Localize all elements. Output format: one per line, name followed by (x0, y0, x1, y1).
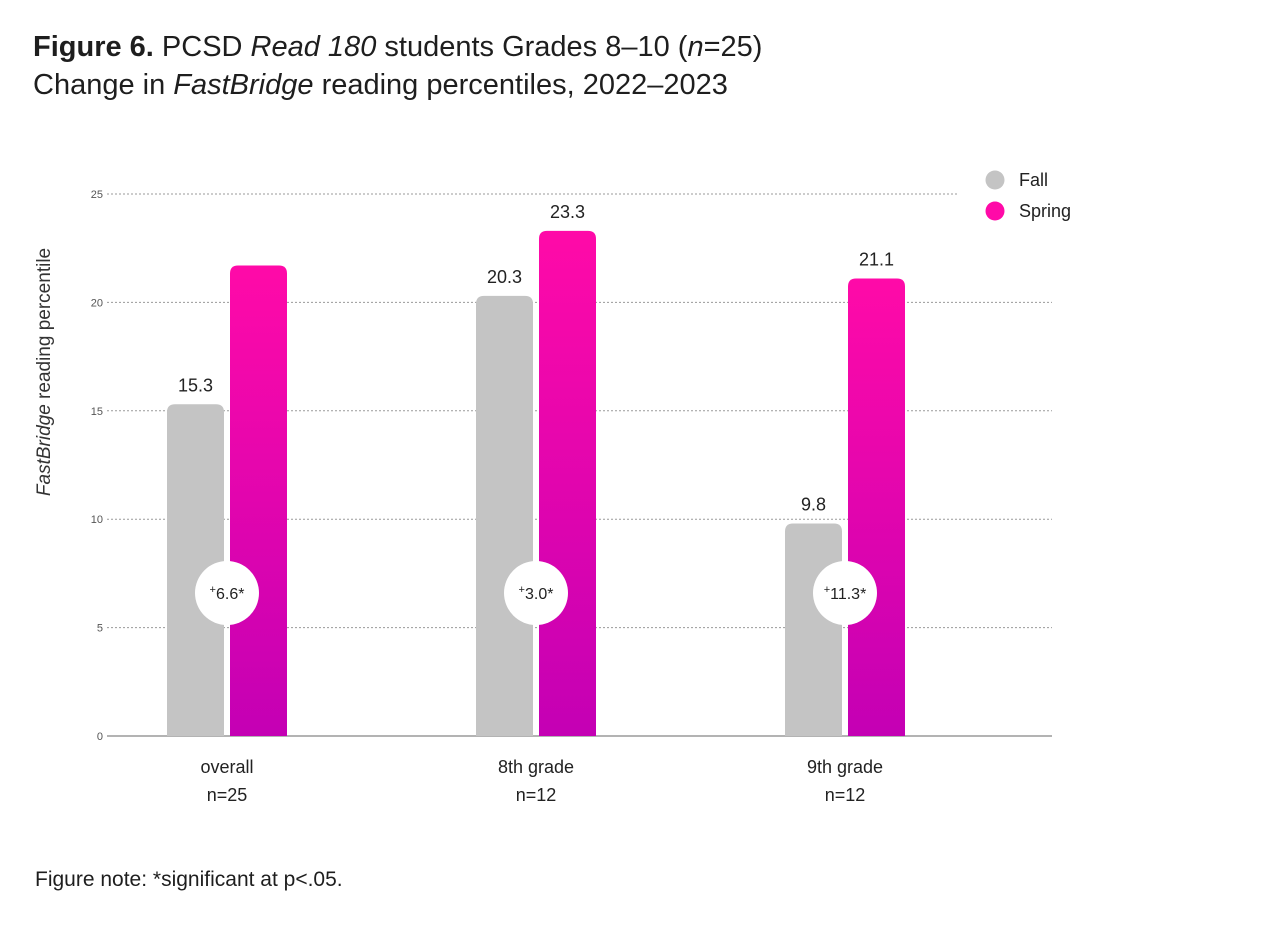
x-tick-label: 8th grade (498, 757, 574, 777)
change-bubble (813, 561, 877, 625)
y-tick-label: 25 (91, 189, 103, 201)
x-tick-label: 9th grade (807, 757, 883, 777)
y-tick-label: 15 (91, 406, 103, 418)
y-tick-label: 5 (97, 623, 103, 635)
bar-spring (230, 265, 287, 736)
legend-marker (985, 201, 1005, 221)
legend-label: Spring (1019, 201, 1071, 221)
change-value: 6.6* (216, 586, 244, 603)
title-text-a: PCSD (153, 31, 251, 63)
chart-title: Figure 6. PCSD Read 180 students Grades … (33, 28, 762, 104)
x-tick-sublabel: n=25 (207, 785, 248, 805)
y-tick-label: 0 (97, 731, 103, 743)
change-bubble (504, 561, 568, 625)
legend: Fall Spring (985, 170, 1071, 221)
title-text-c: =25) (703, 31, 763, 63)
bar-spring (848, 278, 905, 736)
bars: 15.3 +6.6* 20.3 23.3 +3.0* 9.8 21.1 +11.3* (167, 202, 905, 736)
y-tick-label: 20 (91, 297, 103, 309)
x-tick-sublabel: n=12 (516, 785, 557, 805)
title-line-1: Figure 6. PCSD Read 180 students Grades … (33, 31, 762, 63)
legend-marker (985, 170, 1005, 190)
change-label: +6.6* (210, 584, 245, 603)
data-label: 9.8 (801, 495, 826, 515)
x-tick-label: overall (200, 757, 253, 777)
title-program: Read 180 (250, 31, 377, 63)
bar-spring (539, 230, 596, 736)
change-bubble (195, 561, 259, 625)
subtitle-text-b: reading percentiles, 2022–2023 (313, 69, 728, 101)
title-text-b: students Grades 8–10 ( (376, 31, 688, 63)
data-label: 21.1 (859, 250, 894, 270)
y-axis-label-rest: reading percentile (34, 248, 55, 404)
subtitle-assessment: FastBridge (173, 69, 314, 101)
change-value: 3.0* (525, 586, 553, 603)
y-axis-label: FastBridge reading percentile (34, 248, 55, 496)
title-line-2: Change in FastBridge reading percentiles… (33, 69, 728, 101)
subtitle-text-a: Change in (33, 69, 174, 101)
bar-fall (167, 404, 224, 736)
change-sign: + (824, 584, 830, 596)
change-sign: + (519, 584, 525, 596)
y-axis-label-italic: FastBridge (34, 404, 55, 496)
change-label: +11.3* (824, 584, 867, 603)
bar-fall (476, 295, 533, 736)
change-label: +3.0* (519, 584, 554, 603)
y-tick-label: 10 (91, 514, 103, 526)
change-value: 11.3* (830, 586, 866, 603)
change-sign: + (210, 584, 216, 596)
data-label: 15.3 (178, 375, 213, 395)
bar-fall (785, 523, 842, 736)
title-n: n (687, 31, 704, 63)
figure-note: Figure note: *significant at p<.05. (35, 868, 343, 891)
data-label: 23.3 (550, 202, 585, 222)
x-axis: overall n=25 8th grade n=12 9th grade n=12 (200, 757, 883, 805)
data-label: 20.3 (487, 267, 522, 287)
legend-label: Fall (1019, 170, 1048, 190)
x-tick-sublabel: n=12 (825, 785, 866, 805)
figure-label: Figure 6. (33, 31, 154, 63)
